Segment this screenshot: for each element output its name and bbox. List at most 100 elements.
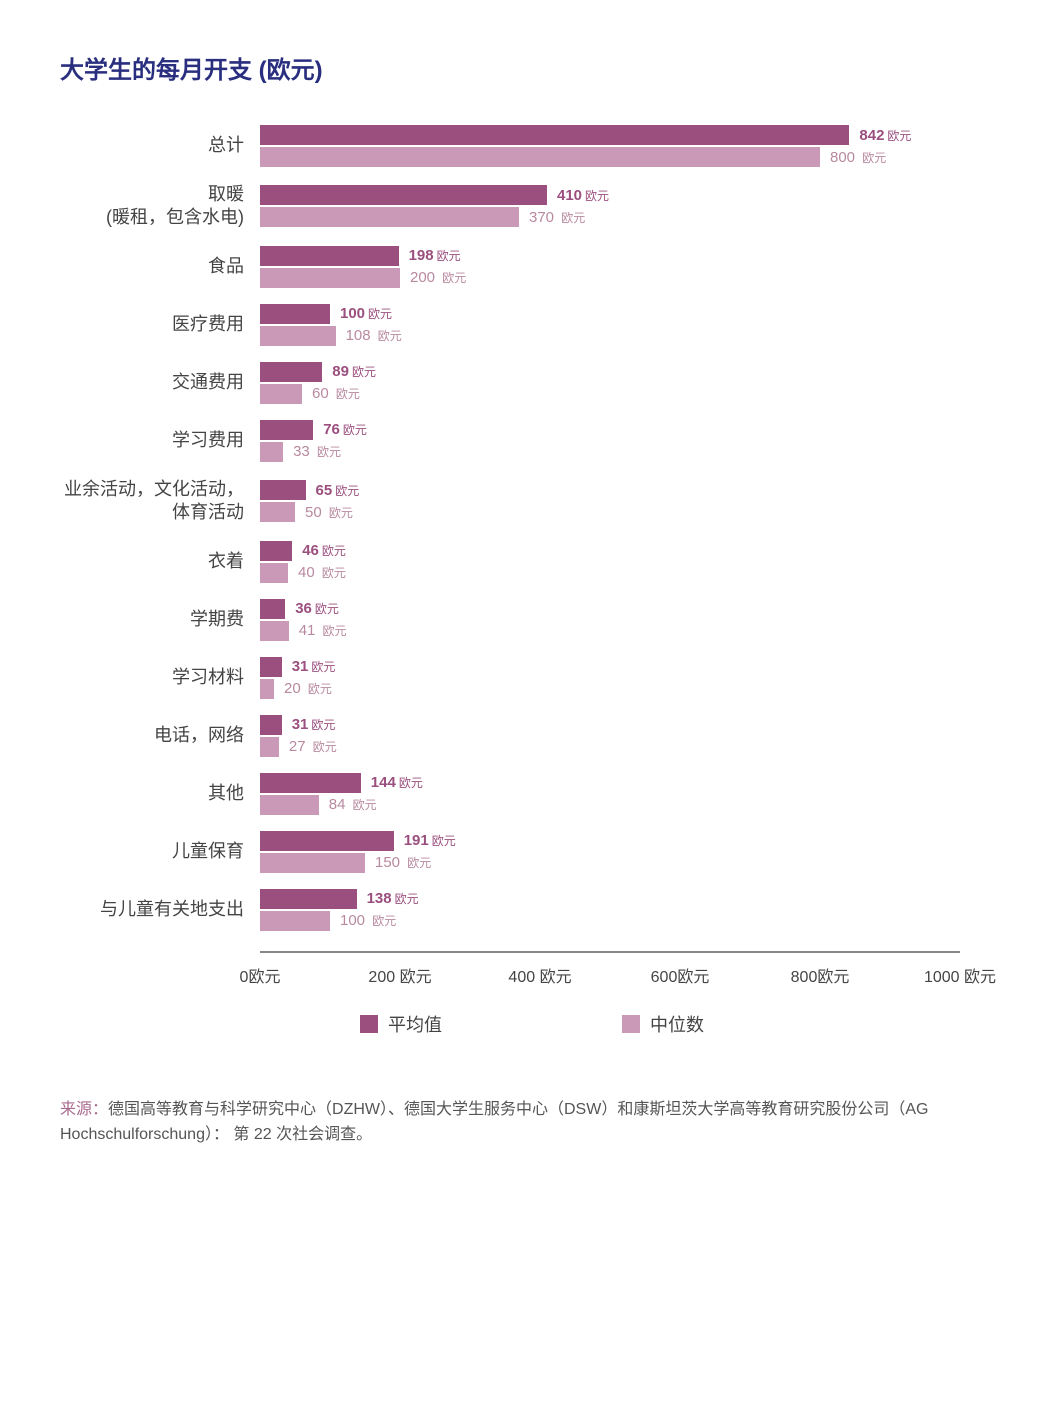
bar-fill-average [260, 125, 849, 145]
category-label: 业余活动，文化活动，体育活动 [60, 478, 260, 525]
bar-average: 191欧元 [260, 831, 980, 851]
bar-row: 学期费 36欧元 41 欧元 [60, 599, 980, 641]
bar-average: 46欧元 [260, 541, 980, 561]
bar-value-average: 65欧元 [316, 482, 360, 499]
bar-median: 41 欧元 [260, 621, 980, 641]
source-label: 来源： [60, 1101, 108, 1118]
category-label: 学期费 [60, 608, 260, 631]
bar-value-average: 100欧元 [340, 305, 392, 322]
bar-value-average: 144欧元 [371, 774, 423, 791]
bar-value-median: 60 欧元 [312, 385, 360, 402]
bar-pair: 138欧元 100 欧元 [260, 889, 980, 931]
bar-fill-average [260, 715, 282, 735]
bar-pair: 31欧元27 欧元 [260, 715, 980, 757]
bar-row: 总计842欧元 800 欧元 [60, 125, 980, 167]
bar-median: 800 欧元 [260, 147, 980, 167]
bar-median: 33 欧元 [260, 442, 980, 462]
category-label: 交通费用 [60, 371, 260, 394]
bar-median: 100 欧元 [260, 911, 980, 931]
bar-value-median: 800 欧元 [830, 149, 886, 166]
bar-fill-median [260, 563, 288, 583]
bar-fill-average [260, 420, 313, 440]
bar-average: 31欧元 [260, 715, 980, 735]
bar-pair: 31欧元 20 欧元 [260, 657, 980, 699]
bar-fill-median [260, 737, 279, 757]
bar-pair: 198欧元 200 欧元 [260, 246, 980, 288]
category-label: 学习材料 [60, 666, 260, 689]
bar-value-median: 41 欧元 [299, 622, 347, 639]
bar-value-average: 76欧元 [323, 421, 367, 438]
category-label: 医疗费用 [60, 313, 260, 336]
bar-fill-median [260, 853, 365, 873]
bar-fill-median [260, 621, 289, 641]
bar-value-median: 40 欧元 [298, 564, 346, 581]
source-text: 德国高等教育与科学研究中心（DZHW）、德国大学生服务中心（DSW）和康斯坦茨大… [60, 1101, 928, 1144]
bar-fill-median [260, 268, 400, 288]
bar-value-median: 33 欧元 [293, 443, 341, 460]
bar-average: 89欧元 [260, 362, 980, 382]
bar-average: 31欧元 [260, 657, 980, 677]
bar-fill-median [260, 384, 302, 404]
legend-item-average: 平均值 [360, 1011, 442, 1037]
bar-fill-median [260, 442, 283, 462]
category-label: 取暖(暖租，包含水电) [60, 183, 260, 230]
category-label: 总计 [60, 134, 260, 157]
bar-fill-median [260, 911, 330, 931]
bar-fill-average [260, 541, 292, 561]
bar-value-median: 108 欧元 [346, 327, 402, 344]
category-label: 其他 [60, 782, 260, 805]
bar-pair: 191欧元150 欧元 [260, 831, 980, 873]
bar-pair: 36欧元 41 欧元 [260, 599, 980, 641]
source-citation: 来源：德国高等教育与科学研究中心（DZHW）、德国大学生服务中心（DSW）和康斯… [60, 1097, 980, 1148]
bar-average: 410欧元 [260, 185, 980, 205]
bar-value-average: 410欧元 [557, 187, 609, 204]
axis-tick: 1000 欧元 [924, 963, 996, 987]
bar-value-average: 89欧元 [332, 363, 376, 380]
bar-fill-median [260, 795, 319, 815]
category-label: 电话，网络 [60, 724, 260, 747]
bar-median: 108 欧元 [260, 326, 980, 346]
category-label: 儿童保育 [60, 840, 260, 863]
bar-fill-median [260, 679, 274, 699]
bar-pair: 76欧元 33 欧元 [260, 420, 980, 462]
bar-pair: 89欧元 60 欧元 [260, 362, 980, 404]
bar-average: 842欧元 [260, 125, 980, 145]
axis-tick: 800欧元 [791, 963, 850, 987]
bar-row: 儿童保育191欧元150 欧元 [60, 831, 980, 873]
bar-pair: 410欧元370 欧元 [260, 185, 980, 227]
category-label: 学习费用 [60, 429, 260, 452]
bar-average: 76欧元 [260, 420, 980, 440]
bar-row: 与儿童有关地支出138欧元100 欧元 [60, 889, 980, 931]
bar-row: 医疗费用 100欧元 108 欧元 [60, 304, 980, 346]
bar-value-average: 138欧元 [367, 890, 419, 907]
legend-label-average: 平均值 [388, 1011, 442, 1037]
bar-average: 36欧元 [260, 599, 980, 619]
legend-item-median: 中位数 [622, 1011, 704, 1037]
bar-row: 交通费用 89欧元 60 欧元 [60, 362, 980, 404]
axis-tick: 0欧元 [240, 963, 281, 987]
bar-fill-average [260, 304, 330, 324]
bar-row: 业余活动，文化活动，体育活动65欧元50 欧元 [60, 478, 980, 525]
axis-tick: 400 欧元 [508, 963, 571, 987]
legend: 平均值 中位数 [260, 1011, 980, 1037]
x-axis: 0欧元200 欧元400 欧元600欧元800欧元1000 欧元 [260, 951, 960, 991]
bar-value-median: 100 欧元 [340, 912, 396, 929]
bar-fill-average [260, 480, 306, 500]
bar-row: 学习材料31欧元 20 欧元 [60, 657, 980, 699]
bar-value-average: 36欧元 [295, 600, 339, 617]
bar-median: 200 欧元 [260, 268, 980, 288]
bar-value-average: 46欧元 [302, 542, 346, 559]
bar-pair: 46欧元 40 欧元 [260, 541, 980, 583]
bar-pair: 65欧元50 欧元 [260, 480, 980, 522]
bar-pair: 100欧元 108 欧元 [260, 304, 980, 346]
category-label: 食品 [60, 255, 260, 278]
bar-row: 食品 198欧元 200 欧元 [60, 246, 980, 288]
bar-fill-median [260, 502, 295, 522]
bar-value-average: 198欧元 [409, 247, 461, 264]
axis-tick: 200 欧元 [368, 963, 431, 987]
bar-fill-average [260, 831, 394, 851]
bar-average: 144欧元 [260, 773, 980, 793]
category-label: 衣着 [60, 550, 260, 573]
bar-value-median: 20 欧元 [284, 680, 332, 697]
bar-fill-median [260, 207, 519, 227]
